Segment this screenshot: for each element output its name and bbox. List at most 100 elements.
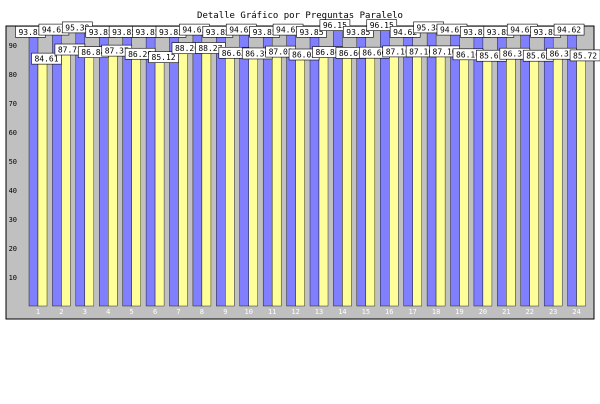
data-label-box: [366, 19, 398, 31]
bar-yellow: [225, 54, 235, 307]
y-tick-label: 40: [9, 187, 17, 195]
data-label: 85.62: [526, 52, 550, 61]
bar-blue: [473, 33, 484, 307]
bar-blue: [52, 31, 62, 307]
data-label: 93.85: [299, 28, 323, 37]
data-label: 93.85: [534, 28, 558, 37]
data-label: 93.85: [112, 28, 136, 37]
x-category-label: 4: [106, 308, 110, 316]
data-label: 84.61: [34, 55, 58, 64]
bar-yellow: [271, 53, 282, 307]
data-label: 87.10: [386, 47, 410, 56]
data-label: 86.84: [81, 48, 105, 57]
data-label: 94.62: [229, 26, 253, 35]
data-label: 86.03: [292, 51, 316, 60]
x-category-label: 16: [385, 308, 393, 316]
y-tick-label: 90: [9, 42, 17, 50]
bar-yellow: [482, 57, 493, 307]
data-label: 94.62: [393, 28, 417, 37]
data-label: 95.38: [417, 23, 441, 32]
data-label: 86.86: [315, 48, 339, 57]
data-label: 86.63: [222, 49, 246, 58]
x-category-label: 18: [432, 308, 440, 316]
data-label: 95.38: [65, 23, 89, 32]
x-category-label: 3: [83, 308, 87, 316]
data-label: 86.39: [245, 49, 269, 58]
bar-yellow: [201, 49, 212, 307]
data-label-box: [343, 26, 374, 38]
y-tick-label: 30: [9, 216, 17, 224]
x-category-label: 14: [338, 308, 346, 316]
data-label: 87.75: [58, 46, 82, 55]
x-category-label: 21: [502, 308, 510, 316]
bar-blue: [356, 33, 367, 307]
bar-yellow: [389, 53, 399, 307]
data-label: 93.85: [159, 28, 183, 37]
bar-yellow: [61, 51, 71, 307]
x-category-label: 19: [455, 308, 463, 316]
bar-yellow: [529, 57, 539, 307]
data-label: 87.10: [433, 47, 457, 56]
y-tick-label: 80: [9, 71, 17, 79]
bar-blue: [497, 33, 507, 307]
x-category-label: 15: [362, 308, 370, 316]
x-category-label: 11: [268, 308, 276, 316]
data-label: 94.62: [182, 26, 206, 35]
bar-blue: [333, 26, 343, 307]
bar-blue: [28, 33, 39, 307]
data-label: 87.37: [105, 47, 129, 56]
y-tick-label: 20: [9, 245, 17, 253]
bar-yellow: [248, 55, 258, 307]
data-label: 93.85: [346, 28, 370, 37]
data-label: 94.62: [42, 26, 66, 35]
x-category-label: 22: [526, 308, 534, 316]
x-category-label: 12: [291, 308, 299, 316]
data-label-box: [148, 51, 179, 63]
data-label: 94.62: [276, 26, 300, 35]
y-tick-label: 70: [9, 100, 17, 108]
data-label: 86.31: [550, 50, 574, 59]
data-label-box: [319, 19, 351, 31]
data-label: 94.62: [557, 26, 581, 35]
x-category-label: 10: [245, 308, 253, 316]
bar-yellow: [131, 55, 141, 307]
data-label: 85.12: [152, 53, 176, 62]
bar-yellow: [108, 52, 118, 307]
x-category-label: 5: [130, 308, 134, 316]
bar-blue: [216, 33, 226, 307]
data-label: 85.72: [573, 51, 597, 60]
bar-blue: [450, 31, 460, 307]
bar-blue: [403, 33, 413, 307]
y-tick-label: 50: [9, 158, 17, 166]
bar-yellow: [342, 54, 352, 307]
bar-yellow: [318, 53, 329, 307]
x-category-label: 24: [572, 308, 580, 316]
data-label: 87.03: [269, 48, 293, 57]
x-category-label: 2: [59, 308, 63, 316]
data-label: 86.10: [456, 50, 480, 59]
data-label: 85.61: [479, 52, 503, 61]
data-label: 94.62: [440, 26, 464, 35]
bar-blue: [262, 33, 273, 307]
bar-blue: [99, 33, 109, 307]
data-label-box: [569, 49, 600, 62]
bar-yellow: [459, 56, 469, 307]
data-label: 88.27: [198, 44, 222, 53]
data-label: 93.85: [463, 28, 487, 37]
data-label: 96.15: [323, 21, 347, 30]
bar-blue: [239, 31, 249, 307]
x-category-label: 6: [153, 308, 157, 316]
x-category-label: 20: [479, 308, 487, 316]
bar-blue: [145, 33, 156, 307]
x-category-label: 13: [315, 308, 323, 316]
data-label: 86.60: [339, 49, 363, 58]
bar-yellow: [435, 53, 446, 307]
x-category-label: 23: [549, 308, 557, 316]
data-label: 94.62: [510, 26, 534, 35]
bar-yellow: [576, 57, 586, 307]
x-category-label: 8: [200, 308, 204, 316]
data-label: 93.85: [18, 28, 42, 37]
data-label: 96.15: [370, 21, 394, 30]
